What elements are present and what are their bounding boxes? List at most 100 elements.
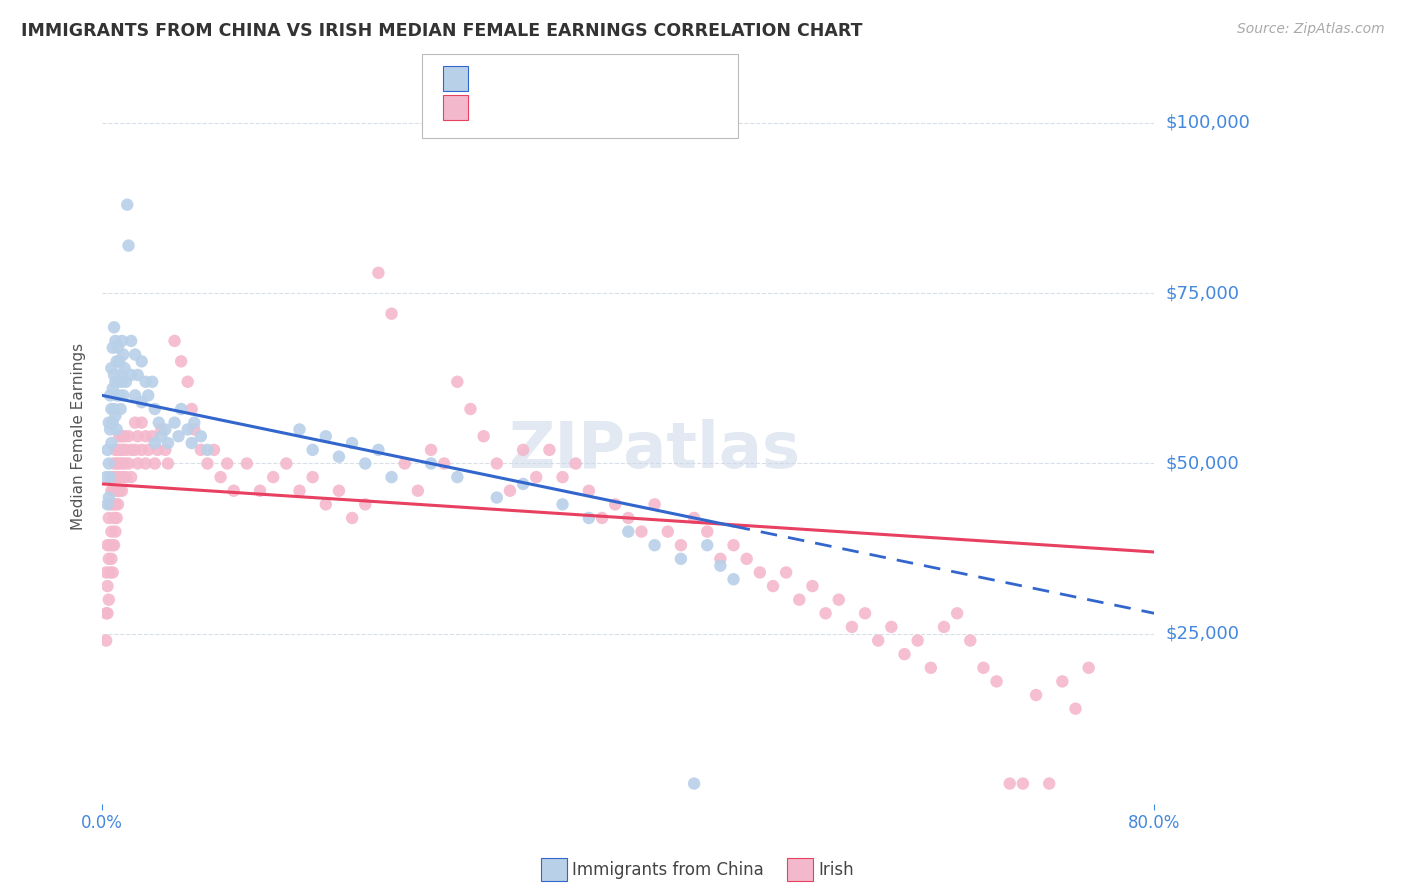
Text: IMMIGRANTS FROM CHINA VS IRISH MEDIAN FEMALE EARNINGS CORRELATION CHART: IMMIGRANTS FROM CHINA VS IRISH MEDIAN FE… xyxy=(21,22,863,40)
Point xyxy=(564,457,586,471)
Point xyxy=(120,442,142,457)
Point xyxy=(103,402,125,417)
Point xyxy=(101,382,124,396)
Point xyxy=(120,470,142,484)
Point xyxy=(380,307,402,321)
Point xyxy=(143,436,166,450)
Point xyxy=(104,524,127,539)
Point xyxy=(617,524,640,539)
Point xyxy=(202,442,225,457)
Point xyxy=(117,457,139,471)
Point xyxy=(683,511,706,525)
Point xyxy=(170,402,193,417)
Point xyxy=(108,429,131,443)
Text: Immigrants from China: Immigrants from China xyxy=(572,861,763,879)
Point xyxy=(222,483,245,498)
Point xyxy=(101,566,124,580)
Point xyxy=(340,436,363,450)
Point xyxy=(723,538,745,552)
Point xyxy=(853,607,876,621)
Point xyxy=(110,442,132,457)
Point xyxy=(101,497,124,511)
Point xyxy=(110,368,132,382)
Point xyxy=(167,429,190,443)
Point xyxy=(657,524,679,539)
Point xyxy=(236,457,259,471)
Point xyxy=(112,442,135,457)
Point xyxy=(114,457,136,471)
Point xyxy=(180,402,202,417)
Point xyxy=(100,361,122,376)
Point xyxy=(148,416,170,430)
Point xyxy=(97,491,120,505)
Text: Irish: Irish xyxy=(818,861,853,879)
Point xyxy=(696,538,718,552)
Point xyxy=(114,361,136,376)
Point xyxy=(775,566,797,580)
Point xyxy=(288,422,311,436)
Point xyxy=(591,511,613,525)
Point xyxy=(107,442,129,457)
Point xyxy=(301,442,323,457)
Point xyxy=(141,375,163,389)
Point xyxy=(112,470,135,484)
Point xyxy=(485,491,508,505)
Point xyxy=(107,341,129,355)
Point xyxy=(170,354,193,368)
Point xyxy=(105,457,128,471)
Point xyxy=(131,354,153,368)
Text: R = -0.346   N =  76: R = -0.346 N = 76 xyxy=(475,70,644,87)
Point xyxy=(96,470,118,484)
Point xyxy=(288,483,311,498)
Point xyxy=(131,442,153,457)
Point xyxy=(101,538,124,552)
Point xyxy=(551,470,574,484)
Point xyxy=(107,375,129,389)
Point xyxy=(446,375,468,389)
Point xyxy=(100,524,122,539)
Point xyxy=(96,566,118,580)
Point xyxy=(460,402,482,417)
Point xyxy=(709,558,731,573)
Point xyxy=(111,429,134,443)
Point xyxy=(143,457,166,471)
Point xyxy=(183,416,205,430)
Point xyxy=(644,497,666,511)
Point xyxy=(946,607,969,621)
Point xyxy=(328,450,350,464)
Point xyxy=(111,375,134,389)
Point xyxy=(131,416,153,430)
Point xyxy=(1012,776,1035,790)
Point xyxy=(108,483,131,498)
Point xyxy=(1077,661,1099,675)
Point xyxy=(190,442,212,457)
Point xyxy=(163,416,186,430)
Point xyxy=(617,511,640,525)
Point xyxy=(146,442,169,457)
Point xyxy=(630,524,652,539)
Point xyxy=(217,457,239,471)
Point xyxy=(340,511,363,525)
Point xyxy=(103,457,125,471)
Point xyxy=(96,497,118,511)
Point xyxy=(111,457,134,471)
Point xyxy=(143,402,166,417)
Point xyxy=(108,388,131,402)
Point xyxy=(868,633,890,648)
Text: R = -0.225   N = 137: R = -0.225 N = 137 xyxy=(475,98,650,116)
Point xyxy=(150,429,173,443)
Point xyxy=(932,620,955,634)
Point xyxy=(103,320,125,334)
Point xyxy=(96,579,118,593)
Point xyxy=(112,347,135,361)
Point xyxy=(446,470,468,484)
Point xyxy=(150,422,173,436)
Point xyxy=(111,483,134,498)
Point xyxy=(538,442,561,457)
Point xyxy=(354,457,377,471)
Text: $100,000: $100,000 xyxy=(1166,114,1250,132)
Point xyxy=(111,334,134,348)
Point xyxy=(177,375,200,389)
Point xyxy=(127,368,149,382)
Point xyxy=(512,442,534,457)
